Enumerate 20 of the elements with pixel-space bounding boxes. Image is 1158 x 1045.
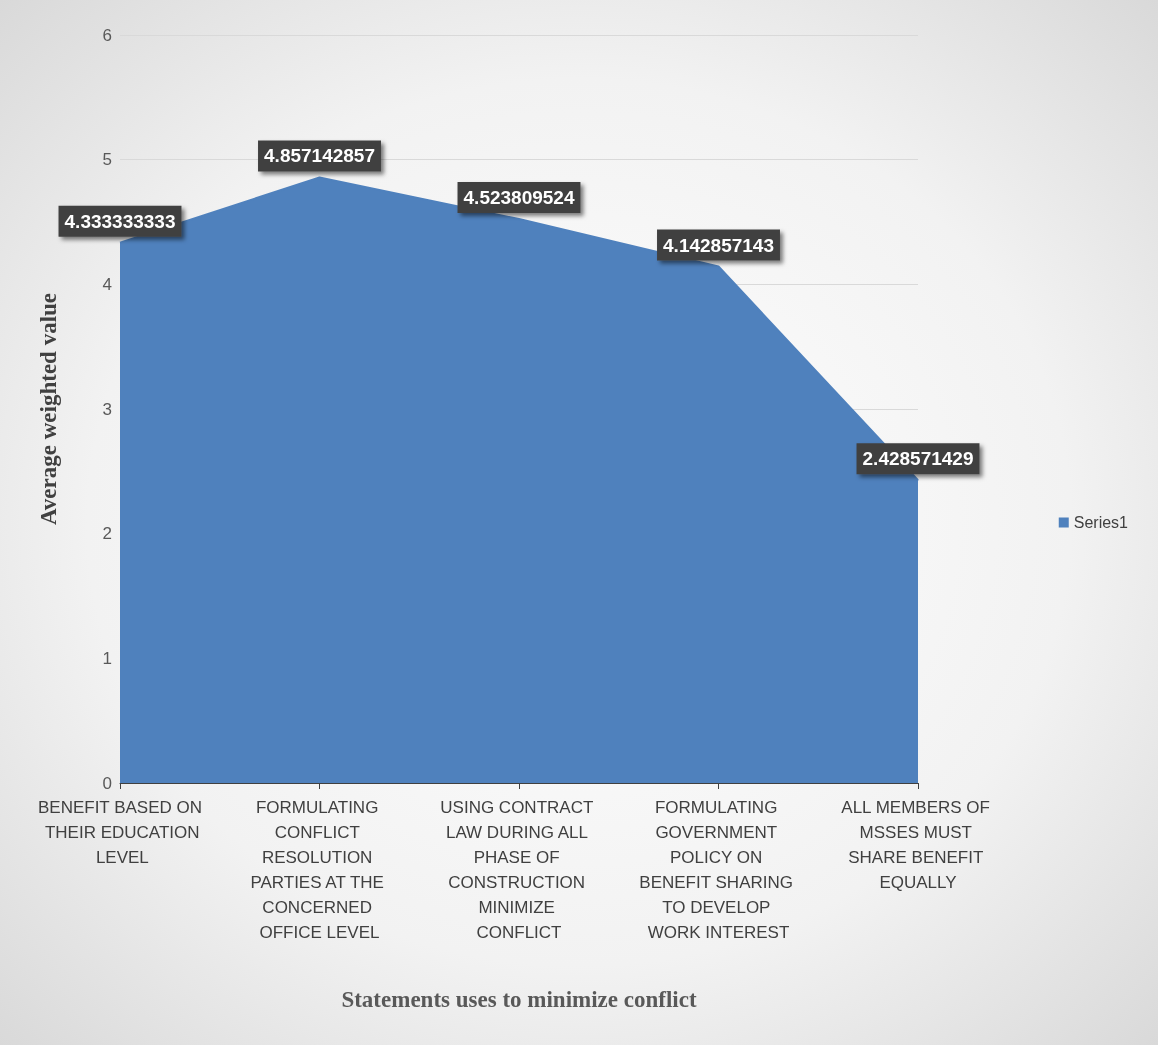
x-tick-label: FORMULATING CONFLICT RESOLUTION PARTIES AT THE CONCERNED OFFICE LEVEL xyxy=(250,798,389,942)
y-tick-label: 3 xyxy=(102,399,112,419)
x-tick-label: USING CONTRACT LAW DURING ALL PHASE OF CONSTRUCTION MINIMIZE CONFLICT xyxy=(440,798,598,942)
data-label: 4.857142857 xyxy=(264,145,375,167)
data-label: 4.142857143 xyxy=(663,234,774,256)
y-tick-label: 5 xyxy=(102,150,112,170)
y-tick-label: 0 xyxy=(102,773,112,793)
y-tick-label: 1 xyxy=(102,648,112,668)
x-tick-label: FORMULATING GOVERNMENT POLICY ON BENEFIT SHARING TO DEVELOP WORK INTEREST xyxy=(639,798,798,942)
data-label: 4.333333333 xyxy=(64,210,176,232)
y-tick-label: 2 xyxy=(102,524,112,544)
y-tick-label: 4 xyxy=(102,274,112,294)
y-tick-label: 6 xyxy=(102,25,112,45)
data-label: 4.523809524 xyxy=(463,187,575,209)
y-axis-title: Average weighted value xyxy=(36,292,61,526)
x-axis-title: Statements uses to minimize conflict xyxy=(341,987,697,1012)
x-tick-label: BENEFIT BASED ON THEIR EDUCATION LEVEL xyxy=(37,798,203,867)
data-label: 2.428571429 xyxy=(862,448,974,470)
legend-label: Series1 xyxy=(1073,514,1129,531)
x-tick-label: ALL MEMBERS OF MSSES MUST SHARE BENEFIT EQUALLY xyxy=(841,798,995,892)
